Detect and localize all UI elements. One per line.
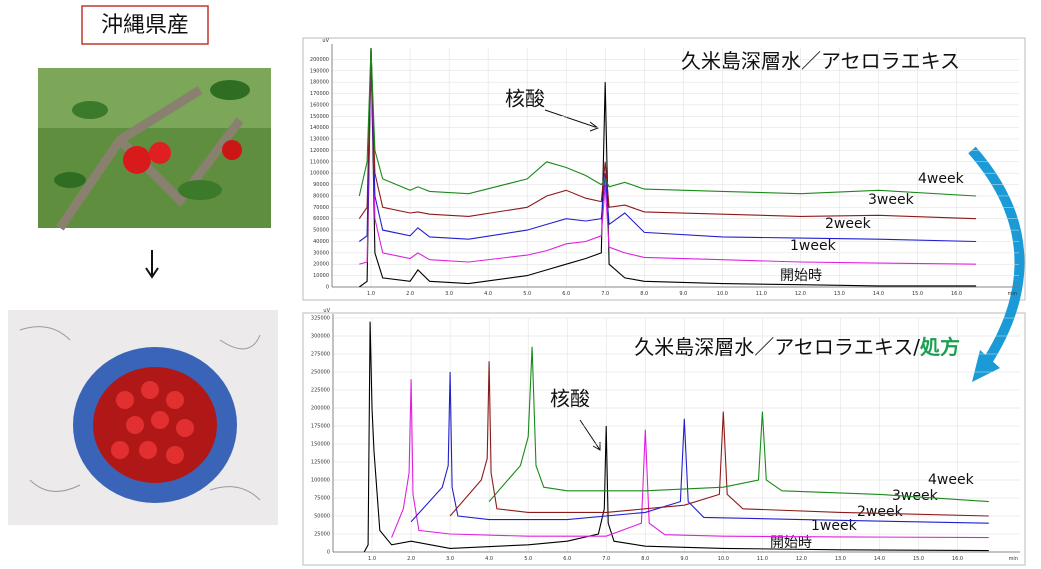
series-label: 開始時 [770, 535, 812, 551]
y-tick-label: 20000 [313, 262, 329, 268]
x-tick-label: 5.0 [523, 291, 531, 297]
y-tick-label: 80000 [313, 193, 329, 199]
x-tick-label: 6.0 [563, 556, 571, 562]
x-tick-label: 1.0 [367, 291, 375, 297]
x-tick-label: 6.0 [562, 291, 570, 297]
x-tick-label: 8.0 [640, 291, 648, 297]
y-tick-label: 10000 [313, 273, 329, 279]
x-tick-label: 4.0 [484, 291, 492, 297]
y-tick-label: 100000 [310, 171, 329, 177]
series-label: 4week [918, 171, 965, 187]
y-tick-label: 90000 [313, 182, 329, 188]
chart-frame [303, 38, 1025, 300]
x-tick-label: 11.0 [756, 291, 767, 297]
y-tick-label: 200000 [311, 406, 330, 412]
x-tick-label: 5.0 [524, 556, 532, 562]
y-tick-label: 150000 [311, 442, 330, 448]
y-tick-label: 0 [326, 285, 329, 291]
y-tick-label: 75000 [314, 496, 330, 502]
x-tick-label: 16.0 [951, 291, 962, 297]
y-tick-label: 25000 [314, 532, 330, 538]
down-arrow [146, 250, 158, 277]
chart-title: 久米島深層水／アセロラエキス/処方 [634, 335, 960, 359]
y-axis-label: uV [323, 308, 330, 314]
photo-acerola-bowl [8, 310, 278, 525]
y-tick-label: 180000 [310, 80, 329, 86]
y-tick-label: 225000 [311, 388, 330, 394]
series-label: 2week [825, 216, 872, 232]
x-tick-label: 11.0 [757, 556, 768, 562]
y-tick-label: 125000 [311, 460, 330, 466]
x-tick-label: 13.0 [834, 291, 845, 297]
series-label: 3week [868, 192, 915, 208]
y-tick-label: 190000 [310, 68, 329, 74]
y-tick-label: 170000 [310, 91, 329, 97]
x-tick-label: 12.0 [795, 291, 806, 297]
x-tick-label: 1.0 [368, 556, 376, 562]
x-tick-label: 14.0 [874, 556, 885, 562]
y-tick-label: 200000 [310, 57, 329, 63]
y-tick-label: 100000 [311, 478, 330, 484]
x-tick-label: 3.0 [445, 291, 453, 297]
y-axis-label: uV [322, 38, 329, 44]
y-tick-label: 275000 [311, 352, 330, 358]
x-tick-label: 13.0 [835, 556, 846, 562]
y-tick-label: 0 [327, 550, 330, 556]
x-tick-label: 15.0 [913, 556, 924, 562]
origin-label: 沖縄県産 [101, 13, 189, 38]
x-axis-label: min [1008, 291, 1017, 297]
y-tick-label: 60000 [313, 216, 329, 222]
chart-title-text: 久米島深層水／アセロラエキス [681, 49, 960, 73]
series-label: 4week [928, 472, 975, 488]
x-tick-label: 14.0 [873, 291, 884, 297]
annotation: 核酸 [505, 87, 545, 111]
x-tick-label: 7.0 [602, 556, 610, 562]
y-tick-label: 70000 [313, 205, 329, 211]
y-tick-label: 50000 [313, 228, 329, 234]
x-tick-label: 2.0 [406, 291, 414, 297]
page: 沖縄県産 0 10000 20000 30000 40000 50000 60000 7000… [0, 0, 1041, 569]
x-tick-label: 7.0 [601, 291, 609, 297]
series-label: 2week [857, 504, 904, 520]
y-tick-label: 50000 [314, 514, 330, 520]
chart-title-highlight: 処方 [920, 335, 960, 359]
y-tick-label: 30000 [313, 250, 329, 256]
chart-title-text: 久米島深層水／アセロラエキス/ [634, 335, 920, 359]
series-label: 1week [790, 238, 837, 254]
x-tick-label: 16.0 [952, 556, 963, 562]
chart-title: 久米島深層水／アセロラエキス [681, 49, 960, 73]
x-tick-label: 10.0 [718, 556, 729, 562]
x-tick-label: 9.0 [680, 556, 688, 562]
y-tick-label: 300000 [311, 334, 330, 340]
y-tick-label: 110000 [310, 159, 329, 165]
x-tick-label: 8.0 [641, 556, 649, 562]
y-tick-label: 250000 [311, 370, 330, 376]
x-axis-label: min [1009, 556, 1018, 562]
y-tick-label: 150000 [310, 114, 329, 120]
y-tick-label: 175000 [311, 424, 330, 430]
y-tick-label: 40000 [313, 239, 329, 245]
x-tick-label: 9.0 [679, 291, 687, 297]
x-tick-label: 3.0 [446, 556, 454, 562]
x-tick-label: 2.0 [407, 556, 415, 562]
x-tick-label: 4.0 [485, 556, 493, 562]
y-tick-label: 160000 [310, 102, 329, 108]
x-tick-label: 10.0 [717, 291, 728, 297]
y-tick-label: 120000 [310, 148, 329, 154]
x-tick-label: 12.0 [796, 556, 807, 562]
series-label: 開始時 [780, 268, 822, 284]
y-tick-label: 130000 [310, 137, 329, 143]
x-tick-label: 15.0 [912, 291, 923, 297]
photo-acerola-tree [38, 68, 271, 228]
y-tick-label: 140000 [310, 125, 329, 131]
annotation: 核酸 [550, 387, 590, 411]
y-tick-label: 325000 [311, 316, 330, 322]
